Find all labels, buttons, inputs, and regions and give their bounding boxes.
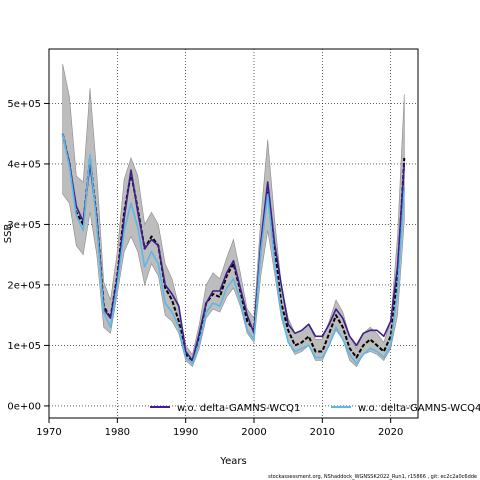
footer-credit: stockassessment.org, NShaddock_WGNSSK202… xyxy=(268,474,477,480)
confidence-band xyxy=(62,64,405,368)
y-tick-label: 0e+00 xyxy=(7,401,41,412)
ci-band xyxy=(62,64,405,368)
series-lines xyxy=(61,133,406,365)
y-tick-label: 3e+05 xyxy=(7,220,41,231)
y-tick-label: 4e+05 xyxy=(7,159,41,170)
plot-frame xyxy=(48,48,419,419)
legend: w.o. delta-GAMNS-WCQ1 w.o. delta-GAMNS-W… xyxy=(150,403,480,414)
x-tick-label: 2000 xyxy=(241,427,266,438)
series-line-2 xyxy=(61,133,406,362)
x-tick-label: 2010 xyxy=(310,427,335,438)
legend-label-wcq1: w.o. delta-GAMNS-WCQ1 xyxy=(177,403,300,414)
x-tick-label: 2020 xyxy=(378,427,403,438)
x-tick-label: 1990 xyxy=(173,427,198,438)
grid-lines xyxy=(48,49,418,418)
axis-ticks: 1970 1980 1990 2000 2010 2020 0e+00 1e+05 2e+05 3… xyxy=(7,99,403,438)
y-tick-label: 1e+05 xyxy=(7,341,41,352)
y-tick-label: 2e+05 xyxy=(7,280,41,291)
x-axis-title: Years xyxy=(219,456,246,467)
legend-label-wcq4: w.o. delta-GAMNS-WCQ4 xyxy=(358,403,480,414)
y-tick-label: 5e+05 xyxy=(7,99,41,110)
x-tick-label: 1980 xyxy=(105,427,130,438)
y-axis-title: SSB xyxy=(3,224,14,244)
series-line-3 xyxy=(61,133,406,365)
x-tick-label: 1970 xyxy=(36,427,61,438)
